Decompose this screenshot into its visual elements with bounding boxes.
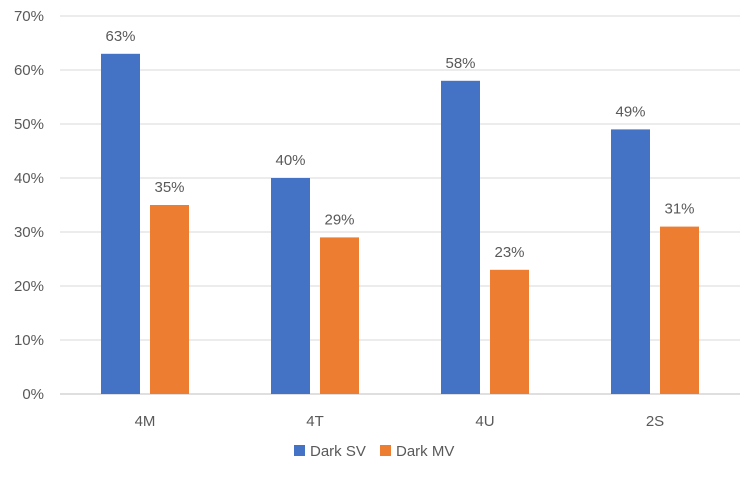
legend-swatch [380,445,391,456]
bar-dark-mv-4u [490,269,529,394]
y-tick-label: 0% [22,386,44,403]
legend-swatch [294,445,305,456]
bar-dark-mv-4m [150,205,189,394]
y-tick-label: 70% [14,8,44,25]
legend-label: Dark MV [396,443,454,460]
legend: Dark SV Dark MV [294,443,454,460]
data-label: 49% [615,103,645,120]
data-label: 63% [105,28,135,45]
x-tick-label: 4T [306,413,324,430]
bars [101,53,699,395]
x-tick-label: 2S [646,413,664,430]
x-tick-label: 4M [135,413,156,430]
bar-dark-sv-4u [441,80,480,395]
y-axis-ticks: 0% 10% 20% 30% 40% 50% 60% 70% [14,8,44,403]
y-tick-label: 50% [14,116,44,133]
bar-dark-sv-2s [611,129,650,394]
y-tick-label: 60% [14,62,44,79]
data-label: 31% [664,201,694,218]
data-label: 35% [154,179,184,196]
x-axis-ticks: 4M 4T 4U 2S [135,413,665,430]
data-labels: 63% 35% 40% 29% 58% 23% 49% 31% [105,28,694,261]
data-label: 40% [275,152,305,169]
data-label: 23% [494,244,524,261]
y-tick-label: 10% [14,332,44,349]
y-tick-label: 20% [14,278,44,295]
bar-dark-mv-2s [660,226,699,394]
data-label: 58% [445,55,475,72]
bar-dark-mv-4t [320,237,359,394]
bar-dark-sv-4m [101,53,140,395]
bar-dark-sv-4t [271,178,310,394]
x-tick-label: 4U [475,413,494,430]
legend-label: Dark SV [310,443,366,460]
data-label: 29% [324,211,354,228]
y-tick-label: 30% [14,224,44,241]
y-tick-label: 40% [14,170,44,187]
